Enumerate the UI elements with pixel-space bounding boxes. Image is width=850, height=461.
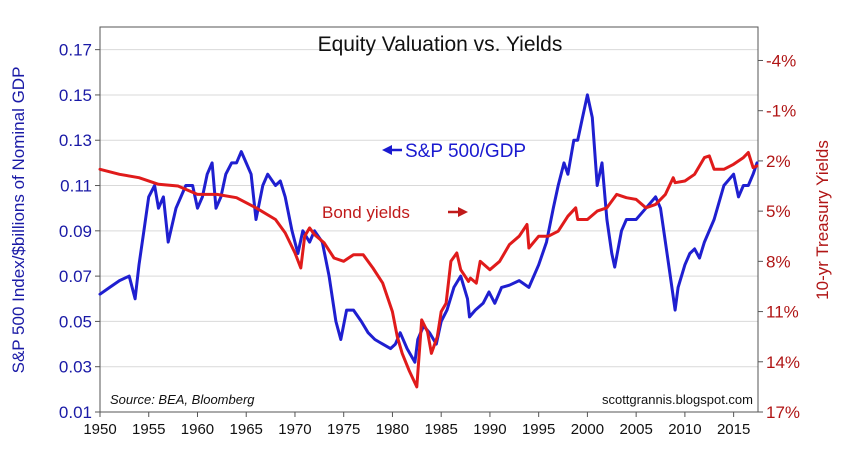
right-tick-label: -4% xyxy=(766,51,796,70)
right-tick-label: 17% xyxy=(766,403,800,422)
left-tick-label: 0.03 xyxy=(59,358,92,377)
x-tick-label: 1965 xyxy=(230,421,263,438)
right-axis-title: 10-yr Treasury Yields xyxy=(813,140,832,300)
x-tick-label: 1995 xyxy=(522,421,555,438)
x-tick-label: 2005 xyxy=(619,421,652,438)
right-tick-label: 2% xyxy=(766,152,791,171)
sp500-annotation: S&P 500/GDP xyxy=(382,141,526,162)
left-tick-label: 0.05 xyxy=(59,312,92,331)
chart-title: Equity Valuation vs. Yields xyxy=(318,33,563,56)
left-axis-title: S&P 500 Index/$billions of Nominal GDP xyxy=(9,67,28,374)
bond-yields-line xyxy=(98,151,759,389)
right-tick-label: 11% xyxy=(766,303,799,322)
right-axis-ticks: -4% -1% 2% 5% 8% 11% 14% 17% xyxy=(758,51,800,422)
series-layer xyxy=(98,93,759,389)
left-tick-label: 0.17 xyxy=(59,41,92,60)
x-tick-label: 1990 xyxy=(473,421,506,438)
right-tick-label: 5% xyxy=(766,202,791,221)
x-axis-ticks: 1950 1955 1960 1965 1970 1975 1980 1985 1990 1995… xyxy=(83,412,750,438)
left-tick-label: 0.09 xyxy=(59,222,92,241)
x-tick-label: 2010 xyxy=(668,421,701,438)
x-tick-label: 1980 xyxy=(376,421,409,438)
x-tick-label: 1985 xyxy=(424,421,457,438)
sp500-label: S&P 500/GDP xyxy=(405,141,526,162)
plot-frame xyxy=(99,26,759,413)
left-arrow-icon xyxy=(382,145,392,155)
source-note: Source: BEA, Bloomberg xyxy=(110,392,255,407)
left-axis-ticks: 0.01 0.03 0.05 0.07 0.09 0.11 0.13 0.15 0.17 xyxy=(59,41,100,422)
bond-annotation: Bond yields xyxy=(322,203,468,222)
bond-label: Bond yields xyxy=(322,203,410,222)
right-arrow-icon xyxy=(458,207,468,217)
x-tick-label: 1970 xyxy=(278,421,311,438)
credit-note: scottgrannis.blogspot.com xyxy=(602,392,753,407)
left-tick-label: 0.07 xyxy=(59,267,92,286)
x-tick-label: 2000 xyxy=(571,421,604,438)
x-tick-label: 1975 xyxy=(327,421,360,438)
left-tick-label: 0.15 xyxy=(59,86,92,105)
left-tick-label: 0.01 xyxy=(59,403,92,422)
right-tick-label: 14% xyxy=(766,353,800,372)
right-tick-label: -1% xyxy=(766,102,796,121)
left-tick-label: 0.11 xyxy=(60,177,92,196)
x-tick-label: 2015 xyxy=(717,421,750,438)
x-tick-label: 1955 xyxy=(132,421,165,438)
right-tick-label: 8% xyxy=(766,252,791,271)
x-tick-label: 1960 xyxy=(181,421,214,438)
left-tick-label: 0.13 xyxy=(59,131,92,150)
x-tick-label: 1950 xyxy=(83,421,116,438)
